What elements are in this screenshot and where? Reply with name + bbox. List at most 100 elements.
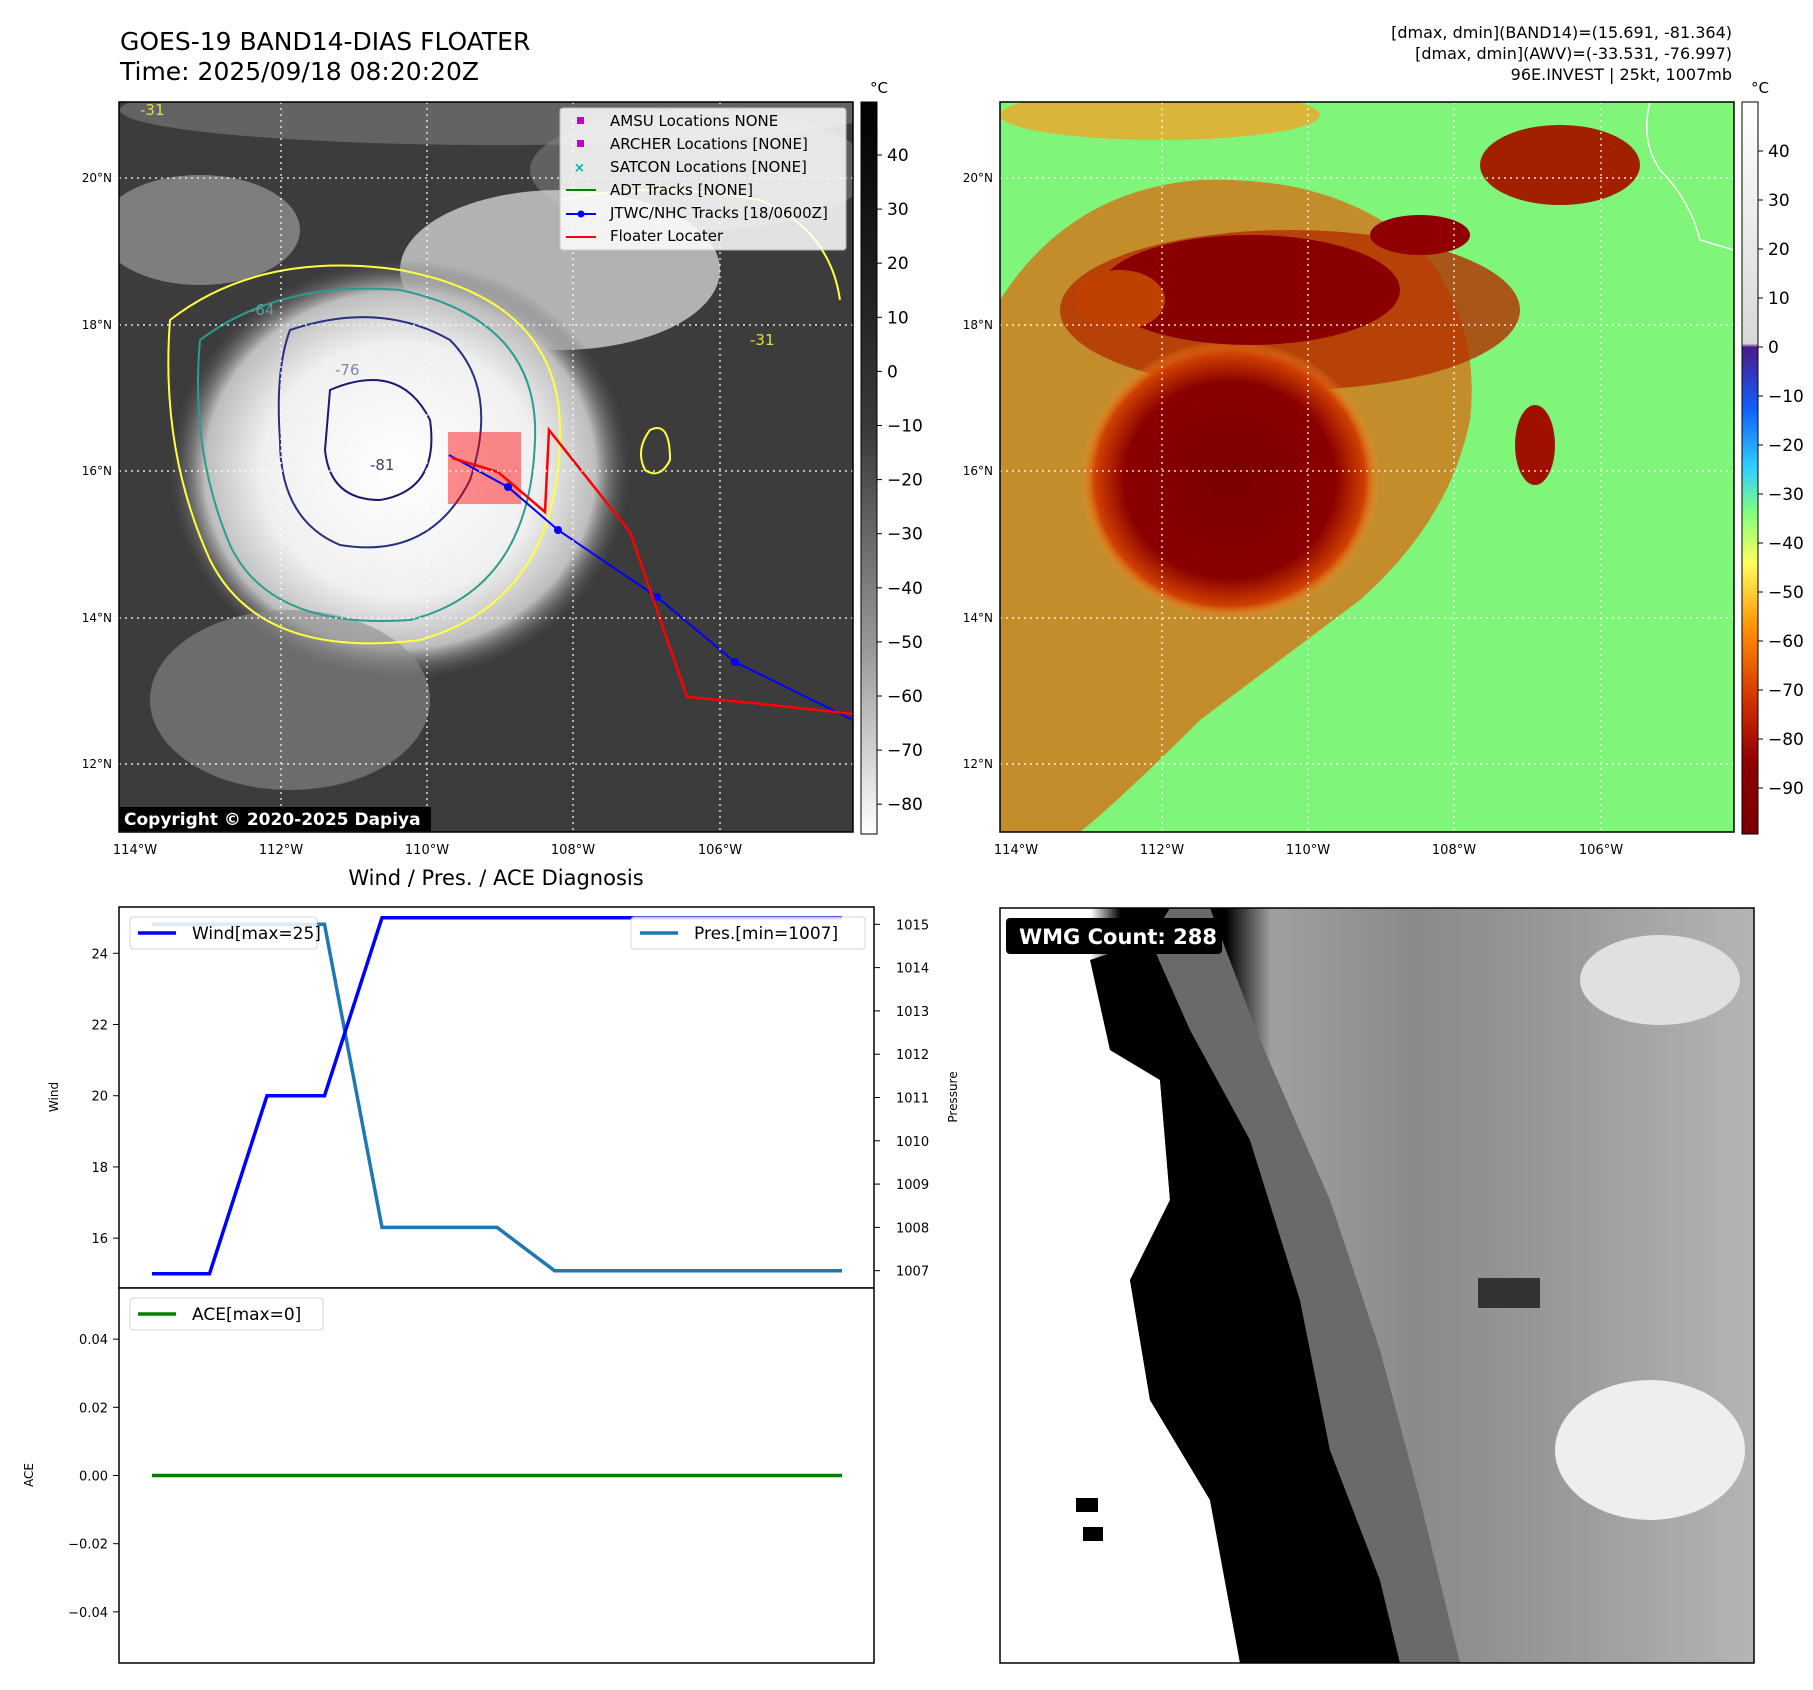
legend-entry: ADT Tracks [NONE] bbox=[610, 181, 753, 199]
colorbar-gray-scale bbox=[860, 101, 878, 835]
pressure-legend: Pres.[min=1007] bbox=[630, 916, 866, 950]
pressure-tick-label: 1012 bbox=[896, 1048, 929, 1063]
colorbar-ticks: 40 30 20 10 0 −10 −20 −30 −40 −50 −60 −70 −80 −90 bbox=[1758, 142, 1804, 799]
color-cloud-core bbox=[1080, 340, 1380, 620]
ace-legend-box bbox=[129, 1297, 324, 1331]
pressure-tick-label: 1008 bbox=[896, 1221, 929, 1236]
colorbar-tick-label: −50 bbox=[1768, 583, 1804, 603]
legend-marker-amsu bbox=[577, 117, 584, 124]
diagnosis-title: Wind / Pres. / ACE Diagnosis bbox=[348, 866, 643, 890]
color-cloud-cell bbox=[1515, 405, 1555, 485]
colorbar-tick-label: −30 bbox=[887, 525, 923, 545]
wmg-frame bbox=[999, 907, 1755, 1664]
contour-31 bbox=[167, 264, 562, 645]
ir-cloud-band bbox=[150, 610, 430, 790]
wmg-pixel bbox=[1076, 1498, 1098, 1512]
contour-label: -31 bbox=[750, 331, 775, 349]
lat-tick: 18°N bbox=[963, 318, 993, 332]
colorbar-tick-label: −70 bbox=[887, 741, 923, 761]
ir-map-frame bbox=[118, 101, 854, 833]
wind-legend: Wind[max=25] bbox=[129, 916, 321, 950]
colorbar-unit: °C bbox=[1751, 79, 1769, 97]
ace-tick-label: 0.00 bbox=[79, 1470, 108, 1485]
pressure-tick-label: 1015 bbox=[896, 918, 929, 933]
map-legend: AMSU Locations NONE ARCHER Locations [NO… bbox=[559, 107, 847, 251]
colorbar-tick-label: −80 bbox=[1768, 730, 1804, 750]
colorbar-tick-label: 10 bbox=[1768, 289, 1790, 309]
color-cloud-band bbox=[1000, 102, 1320, 140]
colorbar-tick-label: −20 bbox=[1768, 436, 1804, 456]
colorbar-color-scale bbox=[1741, 101, 1759, 835]
pressure-tick-label: 1013 bbox=[896, 1005, 929, 1020]
pressure-legend-label: Pres.[min=1007] bbox=[694, 924, 838, 944]
storm-info: 96E.INVEST | 25kt, 1007mb bbox=[1511, 65, 1732, 84]
ace-tick-label: −0.04 bbox=[68, 1606, 108, 1621]
pressure-tick-label: 1010 bbox=[896, 1135, 929, 1150]
wind-axis: 16 18 20 22 24 bbox=[91, 947, 119, 1247]
color-map-axes: 20°N 18°N 16°N 14°N 12°N 114°W 112°W 110… bbox=[963, 171, 1623, 858]
contour-label: -76 bbox=[335, 361, 360, 379]
colorbar-tick-label: −90 bbox=[1768, 779, 1804, 799]
wmg-gray-band bbox=[1150, 908, 1460, 1663]
colorbar-tick-label: −40 bbox=[1768, 534, 1804, 554]
colorbar-tick-label: −40 bbox=[887, 579, 923, 599]
lat-tick: 12°N bbox=[82, 757, 112, 771]
pressure-legend-box bbox=[630, 916, 866, 950]
legend-entry: SATCON Locations [NONE] bbox=[610, 158, 807, 176]
wind-tick-label: 18 bbox=[91, 1161, 108, 1176]
lon-tick: 108°W bbox=[551, 843, 595, 858]
legend-marker-archer bbox=[577, 140, 584, 147]
color-map bbox=[999, 101, 1735, 833]
jtwc-point bbox=[504, 483, 512, 491]
colorbar-tick-label: −60 bbox=[887, 687, 923, 707]
colorbar-tick-label: 0 bbox=[887, 362, 898, 382]
floater-locater-track bbox=[451, 426, 853, 716]
ir-cloud-mass bbox=[119, 175, 300, 285]
colorbar-tick-label: 0 bbox=[1768, 338, 1779, 358]
copyright-box bbox=[119, 807, 431, 831]
pressure-tick-label: 1014 bbox=[896, 962, 929, 977]
wind-tick-label: 22 bbox=[91, 1019, 108, 1034]
wmg-bright-area bbox=[1555, 1380, 1745, 1520]
lon-tick: 106°W bbox=[698, 843, 742, 858]
legend-entry: ARCHER Locations [NONE] bbox=[610, 135, 808, 153]
lat-tick: 16°N bbox=[963, 464, 993, 478]
ace-tick-label: 0.02 bbox=[79, 1401, 108, 1416]
wmg-bright-area bbox=[1580, 935, 1740, 1025]
wmg-black-band bbox=[1090, 940, 1400, 1663]
color-cloud-core bbox=[1100, 235, 1400, 345]
colorbar-tick-label: 30 bbox=[887, 200, 909, 220]
ace-tick-label: −0.02 bbox=[68, 1538, 108, 1553]
ir-cloud-core bbox=[170, 260, 630, 680]
figure-title: GOES-19 BAND14-DIAS FLOATER bbox=[120, 27, 530, 56]
jtwc-track bbox=[448, 454, 853, 721]
wmg-panel: WMG Count: 288 bbox=[999, 907, 1755, 1664]
lat-tick: 20°N bbox=[82, 171, 112, 185]
jtwc-point bbox=[554, 526, 562, 534]
lat-tick: 18°N bbox=[82, 318, 112, 332]
colorbar-tick-label: 30 bbox=[1768, 191, 1790, 211]
wind-tick-label: 24 bbox=[91, 947, 108, 962]
lon-tick: 112°W bbox=[259, 843, 303, 858]
lon-tick: 110°W bbox=[1286, 843, 1330, 858]
contour-81 bbox=[323, 379, 433, 502]
lon-tick: 114°W bbox=[994, 843, 1038, 858]
colorbar-tick-label: 40 bbox=[1768, 142, 1790, 162]
ir-map-axes: 20°N 18°N 16°N 14°N 12°N 114°W 112°W 110… bbox=[82, 171, 742, 858]
lon-tick: 110°W bbox=[405, 843, 449, 858]
wmg-count-label: WMG Count: 288 bbox=[1019, 925, 1217, 949]
wmg-dark-spot bbox=[1478, 1278, 1540, 1308]
jtwc-point bbox=[653, 593, 661, 601]
figure-time: Time: 2025/09/18 08:20:20Z bbox=[119, 57, 479, 86]
lat-tick: 12°N bbox=[963, 757, 993, 771]
wind-legend-box bbox=[129, 916, 318, 950]
diagnosis-chart: Wind / Pres. / ACE Diagnosis 1618202224 … bbox=[22, 866, 960, 1664]
colorbar-unit: °C bbox=[870, 79, 888, 97]
contour-island bbox=[640, 427, 672, 475]
colorbar-tick-label: 20 bbox=[1768, 240, 1790, 260]
ir-map: -31 -31 -64 -76 -81 AMSU Locations NONE … bbox=[118, 101, 854, 833]
wind-tick-label: 20 bbox=[91, 1090, 108, 1105]
colorbar-ticks: 40 30 20 10 0 −10 −20 −30 −40 −50 −60 −70 −80 bbox=[877, 146, 923, 815]
wmg-white-area bbox=[1000, 960, 1240, 1663]
